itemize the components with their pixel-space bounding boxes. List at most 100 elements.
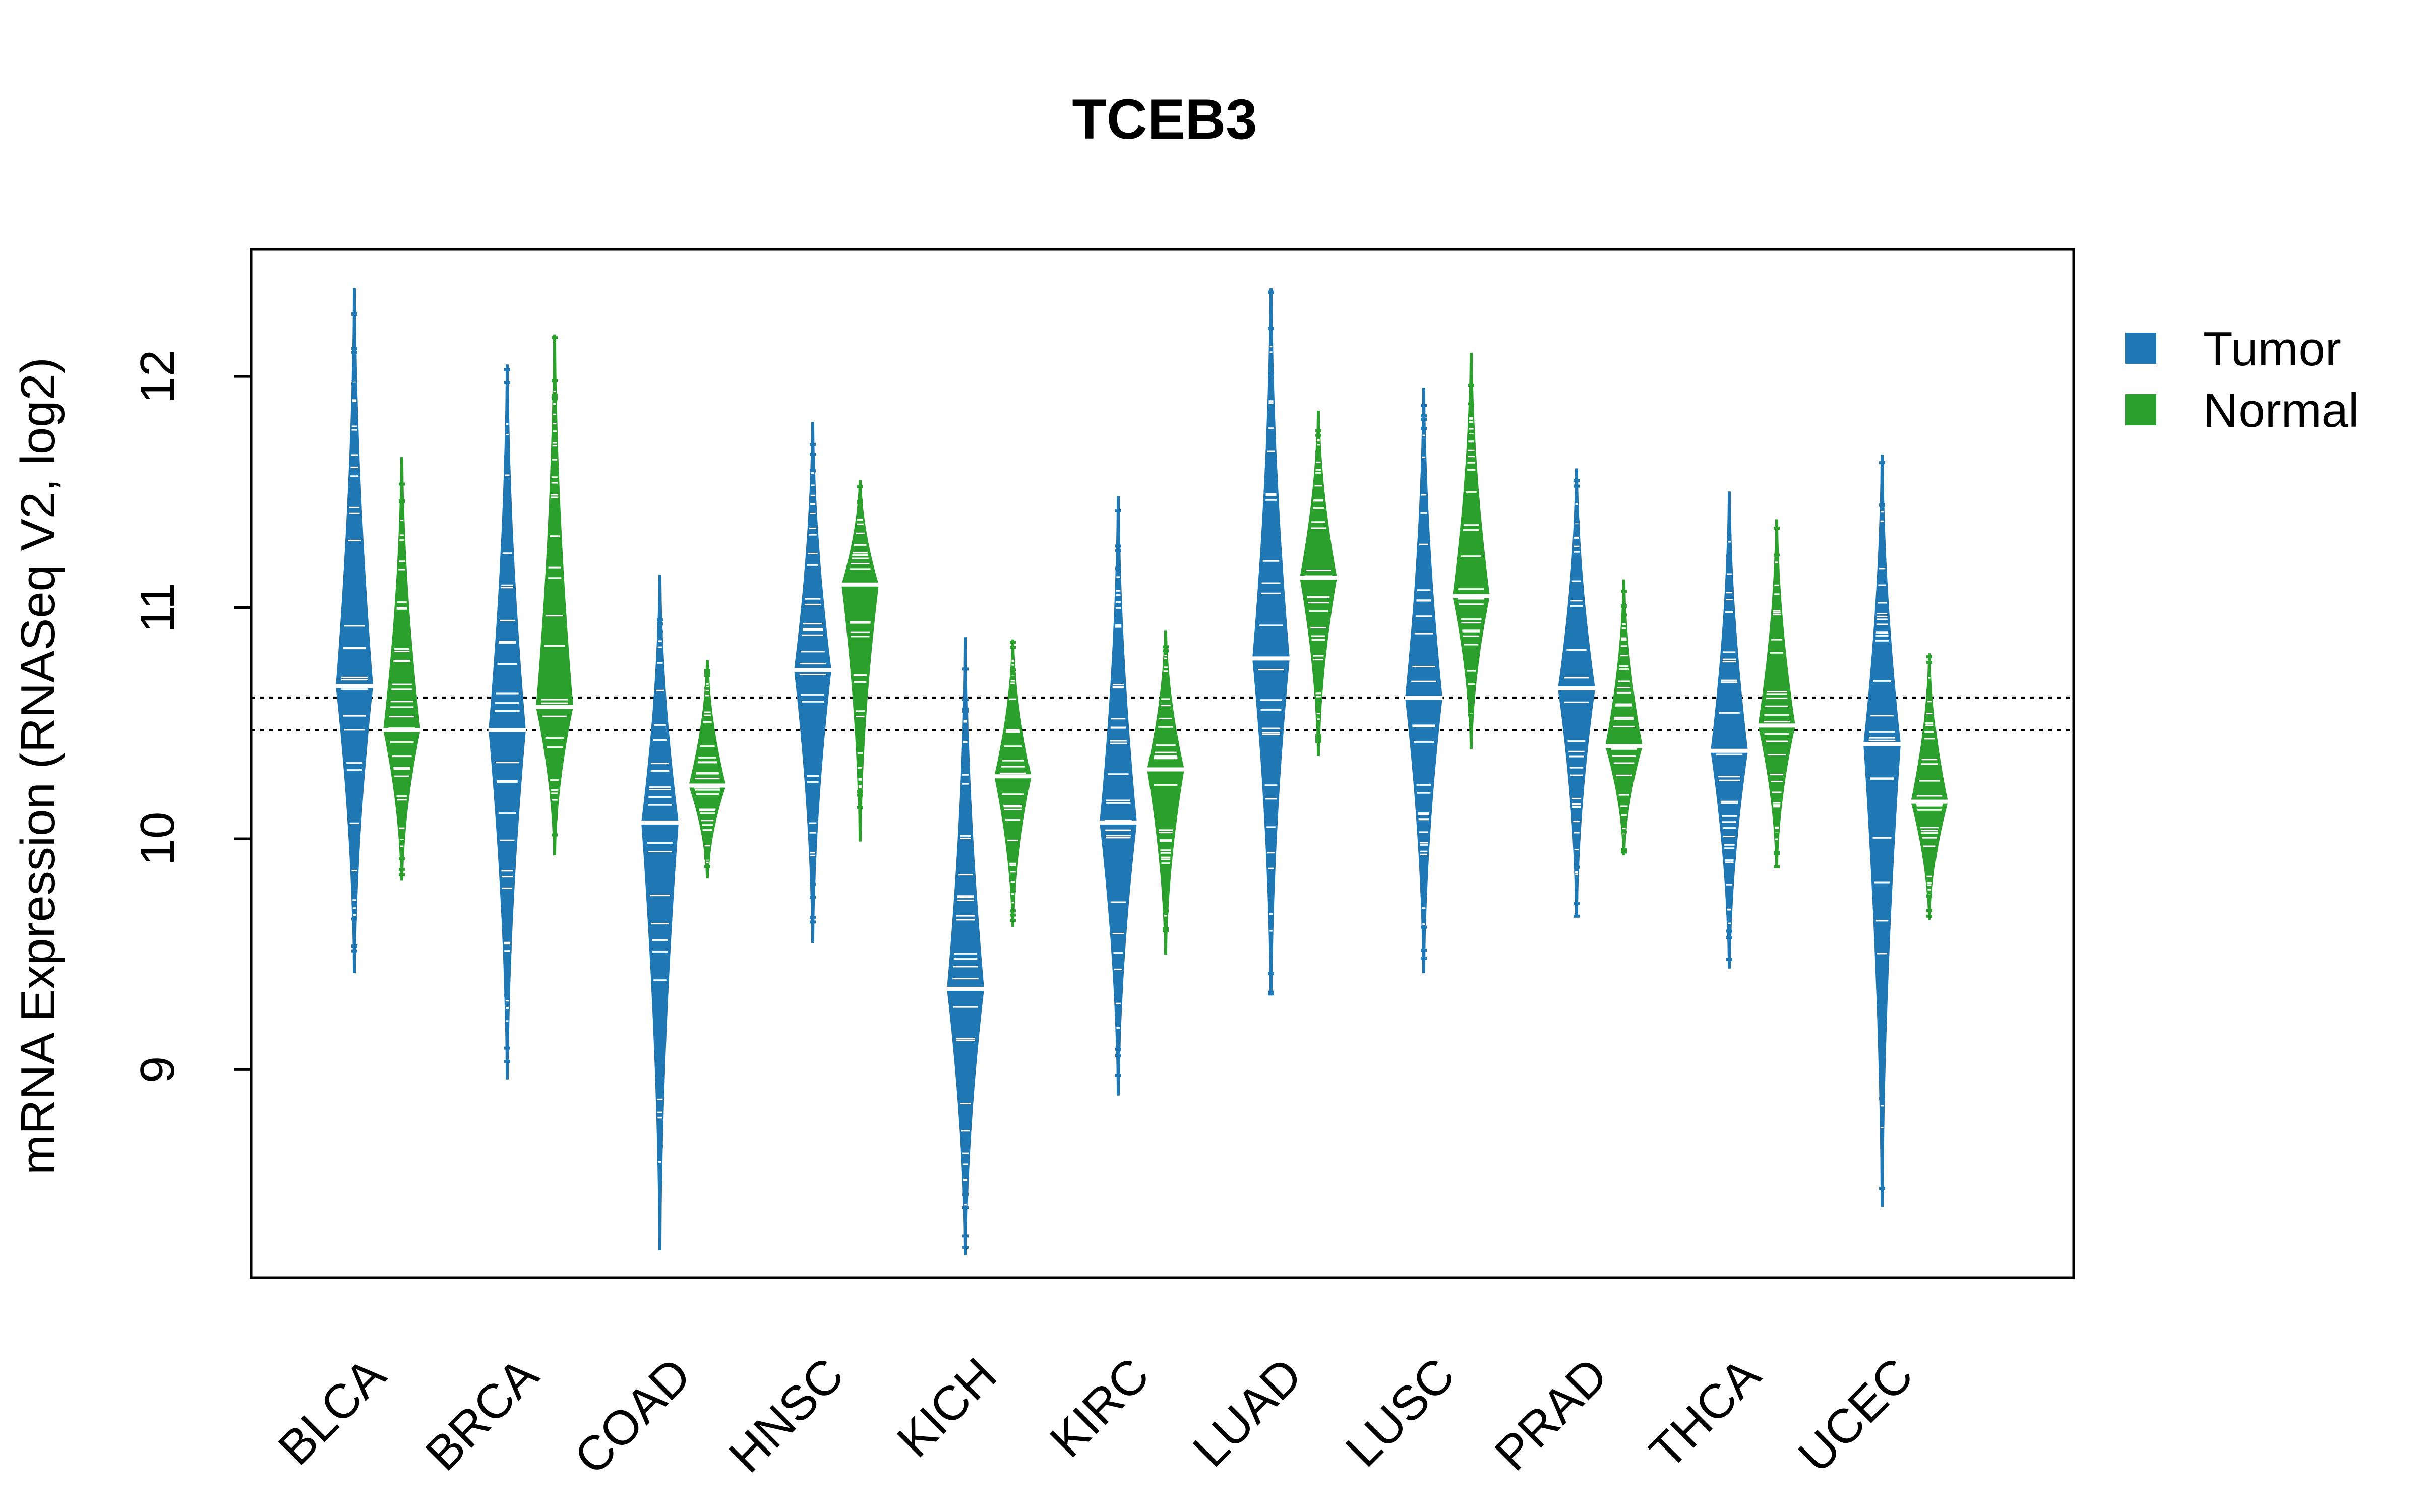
outlier-mark [1926, 894, 1932, 898]
y-tick-label: 10 [131, 812, 185, 866]
outlier-mark [962, 710, 969, 713]
outlier-mark [1421, 956, 1427, 960]
outlier-mark [1268, 373, 1274, 376]
legend-swatch-normal [2125, 394, 2156, 425]
outlier-mark [1879, 503, 1885, 507]
outlier-mark [1879, 1063, 1885, 1066]
outlier-mark [962, 1234, 969, 1238]
outlier-mark [1574, 525, 1580, 529]
x-tick-label: PRAD [1485, 1348, 1618, 1481]
x-tick-label: KICH [887, 1348, 1007, 1468]
outlier-mark [1421, 427, 1427, 430]
outlier-mark [1315, 734, 1321, 737]
outlier-mark [504, 1046, 510, 1050]
outlier-mark [1421, 925, 1427, 929]
outlier-mark [1926, 655, 1932, 659]
bean-shape [383, 457, 421, 881]
outlier-mark [1115, 549, 1121, 552]
outlier-mark [704, 865, 710, 868]
outlier-mark [1774, 588, 1780, 592]
outlier-mark [1879, 461, 1885, 465]
bean-shape [1910, 653, 1949, 920]
outlier-mark [1268, 990, 1274, 994]
outlier-mark [504, 368, 510, 371]
bean-coad-normal [688, 660, 727, 878]
bean-shape [1863, 455, 1901, 1207]
outlier-mark [857, 485, 863, 488]
outlier-mark [657, 1125, 663, 1129]
bean-ucec-normal [1910, 653, 1949, 920]
outlier-mark [1315, 433, 1321, 437]
outlier-mark [351, 347, 357, 350]
outlier-mark [657, 1102, 663, 1105]
bean-shape [794, 422, 832, 943]
outlier-mark [1726, 936, 1732, 939]
outlier-mark [1468, 710, 1474, 713]
outlier-mark [1774, 577, 1780, 580]
outlier-mark [1315, 698, 1321, 701]
chart-title: TCEB3 [1072, 88, 1257, 151]
x-tick-label: BLCA [268, 1348, 396, 1475]
outlier-mark [810, 486, 816, 489]
outlier-mark [704, 668, 710, 672]
bean-shape [1710, 491, 1748, 969]
outlier-mark [1421, 414, 1427, 418]
outlier-mark [1468, 708, 1474, 712]
outlier-mark [1574, 520, 1580, 524]
outlier-mark [504, 982, 510, 985]
outlier-mark [1163, 903, 1169, 906]
outlier-mark [351, 382, 357, 386]
bean-shape [994, 639, 1032, 927]
bean-luad-tumor [1252, 288, 1290, 996]
outlier-mark [1268, 972, 1274, 975]
outlier-mark [1926, 909, 1932, 912]
outlier-mark [1115, 509, 1121, 512]
outlier-mark [1726, 929, 1732, 933]
bean-brca-normal [535, 334, 574, 856]
outlier-mark [1879, 527, 1885, 530]
outlier-mark [810, 896, 816, 899]
outlier-mark [1879, 1187, 1885, 1190]
outlier-mark [1621, 589, 1627, 593]
bean-shape [488, 364, 526, 1080]
bean-hnsc-tumor [794, 422, 832, 943]
outlier-mark [1315, 457, 1321, 461]
outlier-mark [504, 479, 510, 483]
bean-brca-tumor [488, 364, 526, 1080]
outlier-mark [1574, 865, 1580, 869]
outlier-mark [1115, 1054, 1121, 1057]
bean-shape [1146, 630, 1185, 955]
outlier-mark [1621, 848, 1627, 851]
y-axis: 9 10 11 12 [131, 350, 251, 1083]
outlier-mark [1010, 641, 1016, 644]
outlier-mark [962, 667, 969, 671]
outlier-mark [962, 1193, 969, 1196]
bean-shape [1099, 496, 1137, 1096]
outlier-mark [1621, 613, 1627, 617]
outlier-mark [1315, 450, 1321, 454]
outlier-mark [1726, 570, 1732, 573]
bean-shape [1299, 410, 1338, 756]
bean-shape [1252, 288, 1290, 994]
outlier-mark [857, 790, 863, 793]
outlier-mark [351, 350, 357, 354]
bean-shape [1557, 468, 1596, 916]
outlier-mark [1574, 914, 1580, 918]
outlier-mark [1010, 672, 1016, 676]
outlier-mark [1010, 909, 1016, 913]
outlier-mark [657, 1145, 663, 1148]
outlier-mark [810, 916, 816, 919]
outlier-mark [657, 618, 663, 621]
outlier-mark [1315, 740, 1321, 743]
outlier-mark [399, 857, 405, 860]
plot-frame [250, 248, 2075, 1279]
bean-shape [1452, 353, 1490, 749]
legend-label-tumor: Tumor [2203, 322, 2341, 376]
outlier-mark [1621, 820, 1627, 823]
x-tick-label: UCEC [1788, 1348, 1923, 1483]
outlier-mark [1774, 865, 1780, 868]
y-tick-label: 9 [131, 1056, 185, 1083]
outlier-mark [1726, 564, 1732, 568]
outlier-mark [1926, 661, 1932, 664]
outlier-mark [1163, 674, 1169, 678]
